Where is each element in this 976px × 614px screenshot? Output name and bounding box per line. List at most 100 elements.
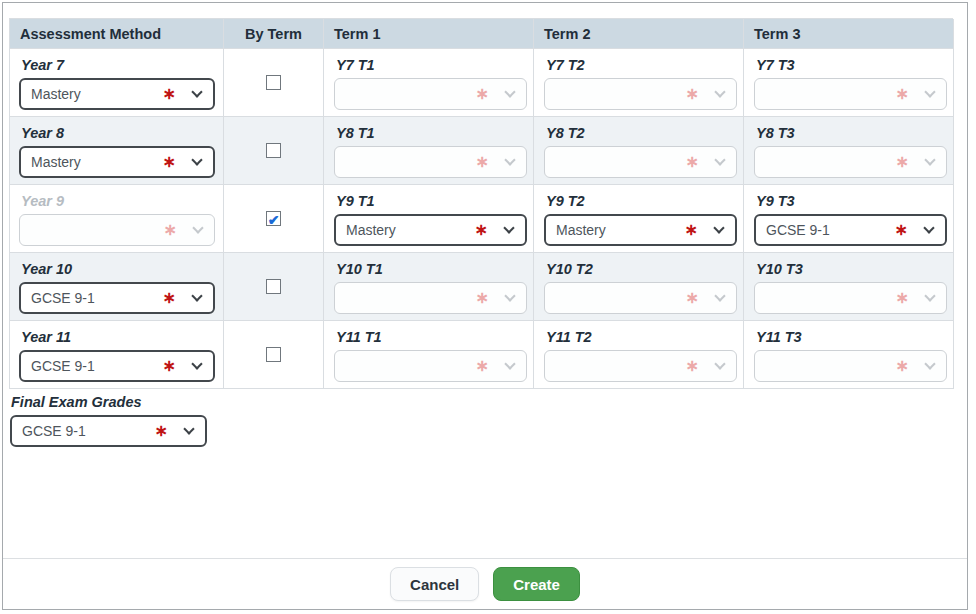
select-value: Mastery [31,154,163,170]
column-header-term-1: Term 1 [324,19,534,49]
required-asterisk-icon: ∗ [686,290,699,306]
column-header-by-term: By Term [224,19,324,49]
required-asterisk-icon: ∗ [155,423,168,439]
year-10-term-3-select: ∗ [754,282,947,314]
required-asterisk-icon: ∗ [476,154,489,170]
assessment-method-table: Assessment Method By Term Term 1 Term 2 … [9,18,953,389]
year-8-by-term-checkbox[interactable] [266,143,281,158]
year-11-method-cell: Year 11 GCSE 9-1 ∗ [10,321,224,389]
term-label: Y9 T2 [546,193,737,209]
required-asterisk-icon: ∗ [686,154,699,170]
year-8-label: Year 8 [21,125,215,141]
year-10-by-term-checkbox[interactable] [266,279,281,294]
term-label: Y10 T2 [546,261,737,277]
year-7-term-2-select: ∗ [544,78,737,110]
year-11-term-3-cell: Y11 T3 ∗ [744,321,954,389]
term-label: Y9 T3 [756,193,947,209]
year-7-term-3-cell: Y7 T3 ∗ [744,49,954,117]
required-asterisk-icon: ∗ [895,222,908,238]
year-11-method-select[interactable]: GCSE 9-1 ∗ [19,350,215,382]
chevron-down-icon [504,358,515,369]
year-11-term-2-select: ∗ [544,350,737,382]
select-value: GCSE 9-1 [22,423,155,439]
final-exam-grades-select[interactable]: GCSE 9-1 ∗ [10,415,207,447]
select-value: Mastery [556,222,685,238]
final-exam-grades-group: Final Exam Grades GCSE 9-1 ∗ [9,394,223,447]
year-7-term-1-select: ∗ [334,78,527,110]
term-label: Y10 T1 [336,261,527,277]
year-10-term-2-select: ∗ [544,282,737,314]
required-asterisk-icon: ∗ [164,222,177,238]
chevron-down-icon [714,154,725,165]
year-7-term-1-cell: Y7 T1 ∗ [324,49,534,117]
year-10-method-select[interactable]: GCSE 9-1 ∗ [19,282,215,314]
required-asterisk-icon: ∗ [686,86,699,102]
chevron-down-icon [504,86,515,97]
create-button[interactable]: Create [493,567,580,601]
column-header-term-2: Term 2 [534,19,744,49]
column-header-assessment-method: Assessment Method [10,19,224,49]
year-7-by-term-cell [224,49,324,117]
year-9-term-3-cell: Y9 T3 GCSE 9-1 ∗ [744,185,954,253]
chevron-down-icon [192,222,203,233]
year-7-by-term-checkbox[interactable] [266,75,281,90]
year-8-term-1-cell: Y8 T1 ∗ [324,117,534,185]
required-asterisk-icon: ∗ [896,86,909,102]
year-8-term-2-cell: Y8 T2 ∗ [534,117,744,185]
required-asterisk-icon: ∗ [896,154,909,170]
year-10-label: Year 10 [21,261,215,277]
year-11-by-term-checkbox[interactable] [266,347,281,362]
chevron-down-icon [183,423,194,434]
term-label: Y11 T1 [336,329,527,345]
required-asterisk-icon: ∗ [685,222,698,238]
chevron-down-icon [713,222,724,233]
select-value: GCSE 9-1 [766,222,895,238]
chevron-down-icon [191,290,202,301]
chevron-down-icon [714,290,725,301]
year-10-term-3-cell: Y10 T3 ∗ [744,253,954,321]
chevron-down-icon [504,290,515,301]
select-value: GCSE 9-1 [31,358,163,374]
term-label: Y10 T3 [756,261,947,277]
create-assessment-panel: Assessment Method By Term Term 1 Term 2 … [2,2,968,610]
year-9-label: Year 9 [21,193,215,209]
year-11-term-1-cell: Y11 T1 ∗ [324,321,534,389]
chevron-down-icon [191,358,202,369]
chevron-down-icon [191,154,202,165]
chevron-down-icon [504,154,515,165]
year-9-method-cell: Year 9 ∗ [10,185,224,253]
year-9-term-2-select[interactable]: Mastery ∗ [544,214,737,246]
year-11-term-3-select: ∗ [754,350,947,382]
required-asterisk-icon: ∗ [163,290,176,306]
chevron-down-icon [503,222,514,233]
year-7-label: Year 7 [21,57,215,73]
year-9-term-3-select[interactable]: GCSE 9-1 ∗ [754,214,947,246]
year-7-term-3-select: ∗ [754,78,947,110]
year-10-term-1-cell: Y10 T1 ∗ [324,253,534,321]
year-9-term-2-cell: Y9 T2 Mastery ∗ [534,185,744,253]
required-asterisk-icon: ∗ [475,222,488,238]
required-asterisk-icon: ∗ [476,290,489,306]
year-9-method-select: ∗ [19,214,215,246]
year-7-method-cell: Year 7 Mastery ∗ [10,49,224,117]
term-label: Y8 T1 [336,125,527,141]
year-8-term-2-select: ∗ [544,146,737,178]
required-asterisk-icon: ∗ [476,86,489,102]
term-label: Y11 T3 [756,329,947,345]
year-9-term-1-select[interactable]: Mastery ∗ [334,214,527,246]
term-label: Y7 T3 [756,57,947,73]
column-header-term-3: Term 3 [744,19,954,49]
year-8-term-1-select: ∗ [334,146,527,178]
term-label: Y9 T1 [336,193,527,209]
year-7-method-select[interactable]: Mastery ∗ [19,78,215,110]
checkmark-icon: ✔ [268,213,280,227]
year-8-term-3-select: ∗ [754,146,947,178]
year-10-term-2-cell: Y10 T2 ∗ [534,253,744,321]
cancel-button[interactable]: Cancel [390,567,479,601]
chevron-down-icon [714,358,725,369]
year-8-method-select[interactable]: Mastery ∗ [19,146,215,178]
year-10-method-cell: Year 10 GCSE 9-1 ∗ [10,253,224,321]
select-value: Mastery [31,86,163,102]
year-9-by-term-checkbox[interactable]: ✔ [266,211,281,226]
required-asterisk-icon: ∗ [163,86,176,102]
